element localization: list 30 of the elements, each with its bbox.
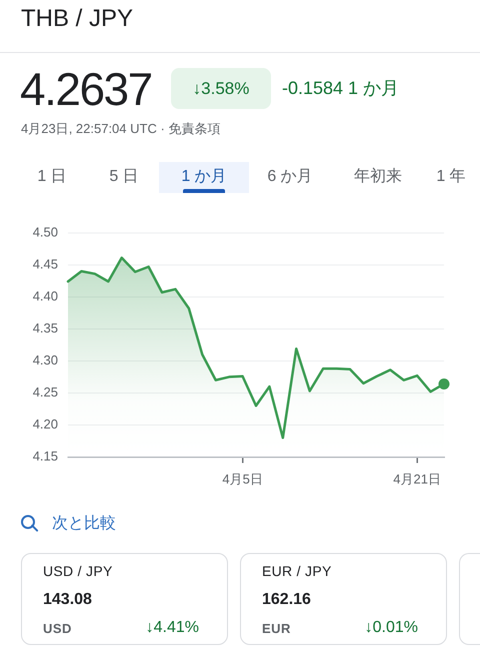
text: 1 年 bbox=[436, 167, 466, 187]
text: 次と比較 bbox=[52, 514, 116, 534]
y-tick-label: 4.40 bbox=[32, 288, 58, 304]
y-tick-label: 4.50 bbox=[32, 224, 58, 240]
text: 4.2637 bbox=[20, 63, 152, 115]
text: -0.1584 1 か月 bbox=[282, 77, 400, 99]
text: 143.08 bbox=[43, 590, 92, 610]
chart-title: THB / JPY bbox=[21, 5, 134, 33]
y-tick-label: 4.45 bbox=[32, 256, 58, 272]
text: 年初来 bbox=[354, 167, 402, 187]
text: ↓3.58% bbox=[192, 78, 250, 100]
y-tick-label: 4.35 bbox=[32, 320, 58, 336]
y-tick-label: 4.15 bbox=[32, 448, 58, 464]
text: 1 日 bbox=[37, 167, 67, 187]
y-tick-label: 4.25 bbox=[32, 384, 58, 400]
text: ↓0.01% bbox=[364, 618, 418, 638]
text: ↓4.41% bbox=[146, 618, 199, 638]
x-tick-label: 4月5日 bbox=[222, 471, 263, 486]
text: EUR bbox=[262, 621, 291, 637]
text: EUR / JPY bbox=[262, 563, 332, 580]
text: USD bbox=[43, 621, 72, 637]
y-tick-label: 4.20 bbox=[32, 416, 58, 432]
text: 5 日 bbox=[109, 167, 139, 187]
text: 4月23日, 22:57:04 UTC · 免責条項 bbox=[21, 121, 220, 137]
text: USD / JPY bbox=[43, 563, 113, 580]
text: 162.16 bbox=[262, 590, 311, 610]
text: 1 か月 bbox=[181, 167, 227, 187]
x-tick-label: 4月21日 bbox=[393, 471, 441, 486]
y-tick-label: 4.30 bbox=[32, 352, 58, 368]
text: 6 か月 bbox=[267, 167, 313, 187]
